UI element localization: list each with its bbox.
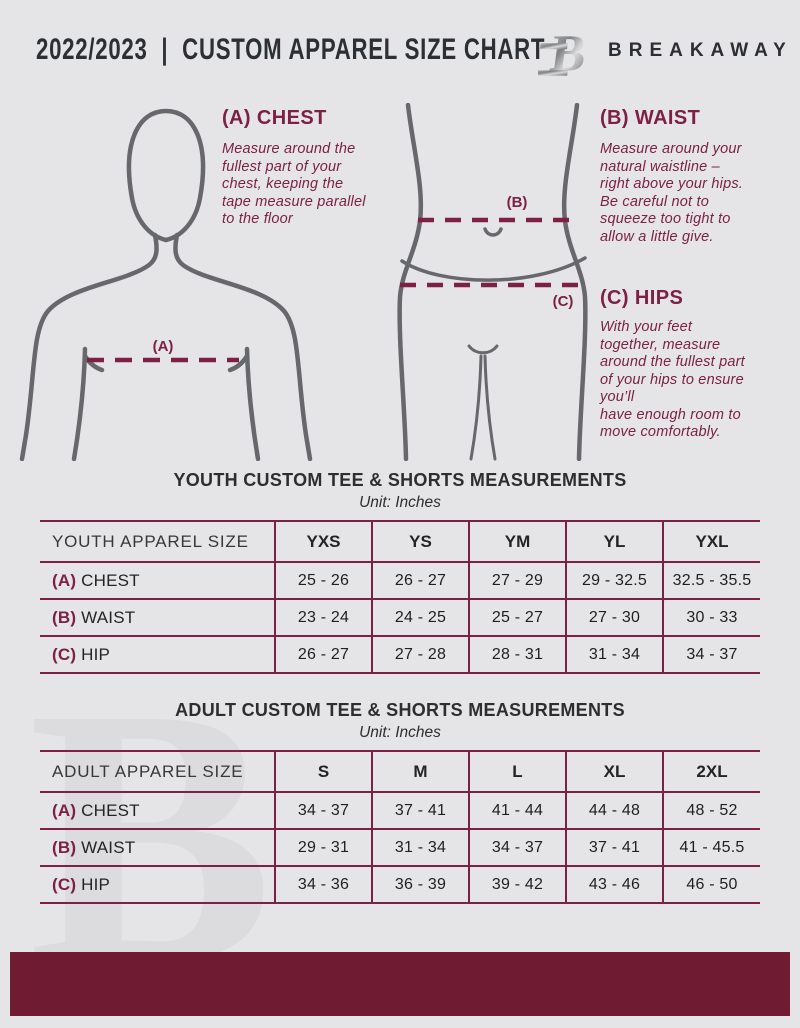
marker-b: (B) [52,607,77,627]
adult-hip-row: (C) HIP 34 - 36 36 - 39 39 - 42 43 - 46 … [40,865,760,904]
waist-heading: (B) WAIST [600,107,701,129]
hips-marker-label: (C) [553,293,574,310]
marker-a: (A) [52,800,77,820]
adult-col-2xl: 2XL [662,750,760,792]
youth-size-header: YOUTH APPAREL SIZE [40,520,275,562]
adult-measurements-section: ADULT CUSTOM TEE & SHORTS MEASUREMENTS U… [40,700,760,904]
chest-marker-label: (A) [153,338,174,355]
measurement-cell: 36 - 39 [371,865,469,904]
adult-col-xl: XL [565,750,663,792]
adult-table-unit: Unit: Inches [359,724,441,741]
measurement-cell: 31 - 34 [371,828,469,866]
upper-body-figure: (A) [19,108,313,461]
youth-chest-label: (A) CHEST [40,561,275,599]
measurement-cell: 37 - 41 [565,828,663,866]
measurement-cell: 34 - 37 [662,635,760,674]
hips-heading: (C) HIPS [600,287,684,309]
adult-size-table: ADULT APPAREL SIZE S M L XL 2XL (A) CHES… [40,750,760,904]
brand-lockup: B BREAKAWAY [538,22,793,80]
adult-col-m: M [371,750,469,792]
measurement-cell: 44 - 48 [565,791,663,829]
measurement-cell: 34 - 37 [468,828,566,866]
waist-marker-label: (B) [507,194,528,211]
measurement-cell: 39 - 42 [468,865,566,904]
youth-col-ys: YS [371,520,469,562]
marker-c: (C) [52,874,77,894]
marker-c: (C) [52,644,77,664]
measurement-cell: 41 - 44 [468,791,566,829]
brand-name: BREAKAWAY [608,40,793,61]
measurement-cell: 30 - 33 [662,598,760,636]
measurement-cell: 34 - 37 [274,791,372,829]
row-label-text: WAIST [81,607,136,627]
measurement-cell: 48 - 52 [662,791,760,829]
youth-col-yxs: YXS [274,520,372,562]
measurement-cell: 31 - 34 [565,635,663,674]
footer-bar [10,952,790,1016]
measurement-cell: 27 - 28 [371,635,469,674]
chest-instructions: Measure around the fullest part of your … [222,141,366,227]
youth-chest-row: (A) CHEST 25 - 26 26 - 27 27 - 29 29 - 3… [40,561,760,599]
measurement-cell: 32.5 - 35.5 [662,561,760,599]
youth-measurements-section: YOUTH CUSTOM TEE & SHORTS MEASUREMENTS U… [40,470,760,674]
marker-a: (A) [52,570,77,590]
measurement-cell: 27 - 30 [565,598,663,636]
measurement-cell: 27 - 29 [468,561,566,599]
row-label-text: HIP [81,644,111,664]
youth-col-ym: YM [468,520,566,562]
youth-table-title: YOUTH CUSTOM TEE & SHORTS MEASUREMENTS [173,470,627,490]
measurement-cell: 25 - 27 [468,598,566,636]
youth-col-yl: YL [565,520,663,562]
hips-instructions: With your feet together, measure around … [600,319,745,440]
adult-size-header: ADULT APPAREL SIZE [40,750,275,792]
youth-col-yxl: YXL [662,520,760,562]
adult-chest-label: (A) CHEST [40,791,275,829]
adult-col-s: S [274,750,372,792]
measurement-cell: 34 - 36 [274,865,372,904]
row-label-text: CHEST [81,800,140,820]
marker-b: (B) [52,837,77,857]
measurement-cell: 26 - 27 [371,561,469,599]
adult-hip-label: (C) HIP [40,865,275,904]
measurement-cell: 41 - 45.5 [662,828,760,866]
measurement-cell: 37 - 41 [371,791,469,829]
adult-waist-label: (B) WAIST [40,828,275,866]
waist-instructions: Measure around your natural waistline – … [600,141,744,245]
measurement-cell: 29 - 31 [274,828,372,866]
measurement-cell: 43 - 46 [565,865,663,904]
youth-hip-row: (C) HIP 26 - 27 27 - 28 28 - 31 31 - 34 … [40,635,760,674]
measurement-cell: 46 - 50 [662,865,760,904]
measurement-cell: 25 - 26 [274,561,372,599]
chest-heading: (A) CHEST [222,107,327,129]
adult-header-row: ADULT APPAREL SIZE S M L XL 2XL [40,750,760,792]
measurement-cell: 26 - 27 [274,635,372,674]
adult-chest-row: (A) CHEST 34 - 37 37 - 41 41 - 44 44 - 4… [40,791,760,829]
youth-waist-row: (B) WAIST 23 - 24 24 - 25 25 - 27 27 - 3… [40,598,760,636]
adult-col-l: L [468,750,566,792]
youth-waist-label: (B) WAIST [40,598,275,636]
lower-body-figure: (B) (C) [397,103,588,461]
measurement-cell: 29 - 32.5 [565,561,663,599]
youth-table-unit: Unit: Inches [359,494,441,511]
breakaway-logo-icon: B [538,25,590,80]
adult-waist-row: (B) WAIST 29 - 31 31 - 34 34 - 37 37 - 4… [40,828,760,866]
adult-table-title: ADULT CUSTOM TEE & SHORTS MEASUREMENTS [175,700,625,720]
row-label-text: HIP [81,874,111,894]
youth-size-table: YOUTH APPAREL SIZE YXS YS YM YL YXL (A) … [40,520,760,674]
measurement-cell: 24 - 25 [371,598,469,636]
row-label-text: CHEST [81,570,140,590]
measurement-cell: 28 - 31 [468,635,566,674]
youth-hip-label: (C) HIP [40,635,275,674]
measurement-cell: 23 - 24 [274,598,372,636]
row-label-text: WAIST [81,837,136,857]
youth-header-row: YOUTH APPAREL SIZE YXS YS YM YL YXL [40,520,760,562]
page-title: 2022/2023 | CUSTOM APPAREL SIZE CHART [36,33,546,66]
